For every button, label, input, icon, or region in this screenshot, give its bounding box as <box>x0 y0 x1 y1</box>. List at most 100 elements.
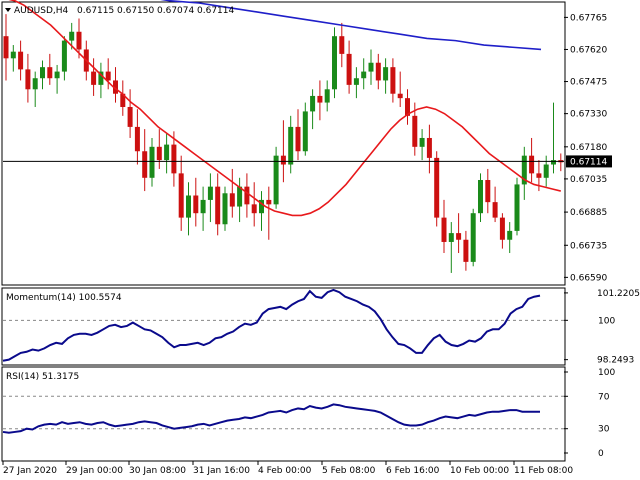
time-tick-label: 31 Jan 16:00 <box>193 466 250 476</box>
candle-body <box>397 93 403 99</box>
candle-body <box>280 155 286 165</box>
candle-body <box>383 67 389 81</box>
candle-body <box>207 186 213 200</box>
candle-body <box>32 78 38 90</box>
candle-body <box>332 36 337 90</box>
ohlc-low: 0.67074 <box>157 6 194 16</box>
candle-body <box>543 164 549 178</box>
candle-body <box>149 146 155 178</box>
price-title: AUDUSD,H4 <box>14 6 69 16</box>
time-tick-label: 29 Jan 00:00 <box>66 466 123 476</box>
rsi-marks <box>2 395 564 434</box>
candle-body <box>127 106 133 127</box>
time-tick-label: 30 Jan 08:00 <box>129 466 186 476</box>
candle-body <box>3 36 9 59</box>
candle-body <box>113 80 118 94</box>
candle-body <box>434 157 440 218</box>
candle-body <box>346 53 352 85</box>
candle-body <box>390 67 396 94</box>
rsi-tick-label: 0 <box>598 449 604 459</box>
momentum-panel-frame <box>1 287 566 366</box>
candle-body <box>91 71 97 85</box>
ohlc-open: 0.67115 <box>77 6 114 16</box>
price-tick-label: 0.67180 <box>570 143 607 153</box>
candle-body <box>375 62 381 81</box>
candle-body <box>164 144 170 161</box>
candle-body <box>361 71 367 79</box>
candle-body <box>69 31 75 41</box>
rsi-title: RSI(14) 51.3175 <box>6 372 79 382</box>
candle-body <box>142 151 148 178</box>
momentum-y-axis: 101.2205 100 98.2493 <box>564 289 640 366</box>
candle-body <box>492 202 498 218</box>
candle-body <box>98 71 104 85</box>
candle-body <box>25 69 31 90</box>
candle-body <box>215 186 221 225</box>
momentum-tick-label: 100 <box>598 316 615 326</box>
candle-body <box>302 111 308 152</box>
candle-body <box>419 137 425 147</box>
rsi-tick-label: 100 <box>598 368 615 378</box>
candle-body <box>259 199 264 214</box>
collapse-triangle-icon[interactable] <box>5 8 11 12</box>
rsi-panel: 100 70 30 0 RSI(14) 51.3175 <box>1 366 615 462</box>
candle-body <box>514 184 520 231</box>
rsi-line <box>2 403 540 434</box>
time-tick-label: 11 Feb 08:00 <box>514 466 573 476</box>
momentum-marks <box>2 288 564 362</box>
candle-body <box>324 89 330 103</box>
time-tick-label: 6 Feb 16:00 <box>386 466 440 476</box>
candle-body <box>171 144 177 174</box>
candle-body <box>463 239 469 262</box>
candle-body <box>134 126 140 152</box>
price-tick-label: 0.67620 <box>570 45 607 55</box>
candle-body <box>266 199 272 205</box>
momentum-title: Momentum(14) 100.5574 <box>6 293 122 303</box>
candle-body <box>317 95 323 103</box>
ohlc-close: 0.67114 <box>197 6 234 16</box>
rsi-tick-label: 30 <box>598 425 610 435</box>
price-tick-label: 0.66885 <box>570 208 607 218</box>
candle-body <box>18 51 24 70</box>
candle-body <box>536 173 542 178</box>
time-tick-label: 10 Feb 00:00 <box>450 466 509 476</box>
candle-body <box>105 71 111 81</box>
price-tick-label: 0.67765 <box>570 13 607 23</box>
candle-body <box>405 98 410 116</box>
candle-body <box>47 67 53 79</box>
candle-body <box>120 93 126 107</box>
candle-body <box>310 95 316 112</box>
candle-body <box>76 31 82 50</box>
price-tick-label: 0.67475 <box>570 78 607 88</box>
momentum-tick-label: 101.2205 <box>597 289 640 299</box>
candle-body <box>222 193 228 225</box>
ohlc-high: 0.67150 <box>117 6 154 16</box>
candle-body <box>237 186 243 207</box>
candle-body <box>251 204 257 214</box>
candle-body <box>273 155 279 205</box>
time-tick-label: 5 Feb 08:00 <box>322 466 376 476</box>
candle-body <box>485 180 491 203</box>
candle-body <box>156 146 162 161</box>
candle-body <box>499 217 505 240</box>
candle-body <box>551 160 556 165</box>
moving-average-blue <box>160 0 542 51</box>
current-price-label: 0.67114 <box>570 157 607 167</box>
candle-body <box>186 195 191 218</box>
candle-body <box>448 233 454 242</box>
candle-body <box>339 36 345 54</box>
price-tick-label: 0.66735 <box>570 241 607 251</box>
price-tick-label: 0.67330 <box>570 110 607 120</box>
candle-body <box>412 115 418 147</box>
moving-average-red <box>8 0 561 217</box>
momentum-line <box>2 288 541 362</box>
candle-body <box>456 233 462 240</box>
candle-body <box>353 78 359 85</box>
price-y-axis: 0.66590 0.66735 0.66885 0.67035 0.67180 0.673… <box>564 13 612 283</box>
candle-body <box>40 67 45 79</box>
rsi-panel-frame <box>1 366 566 462</box>
price-tick-label: 0.66590 <box>570 273 607 283</box>
candle-body <box>229 193 235 207</box>
candle-body <box>470 213 476 262</box>
